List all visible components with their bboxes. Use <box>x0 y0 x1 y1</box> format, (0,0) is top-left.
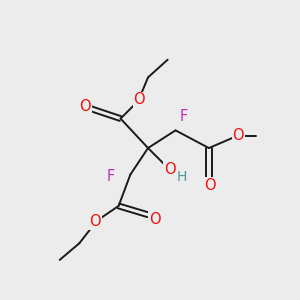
Text: O: O <box>204 178 216 193</box>
Text: F: F <box>179 109 188 124</box>
Text: O: O <box>149 212 161 227</box>
Text: O: O <box>232 128 244 143</box>
Text: O: O <box>80 99 91 114</box>
Text: F: F <box>106 169 115 184</box>
Text: O: O <box>164 162 176 177</box>
Text: H: H <box>176 170 187 184</box>
Text: O: O <box>89 214 101 229</box>
Text: O: O <box>134 92 145 107</box>
